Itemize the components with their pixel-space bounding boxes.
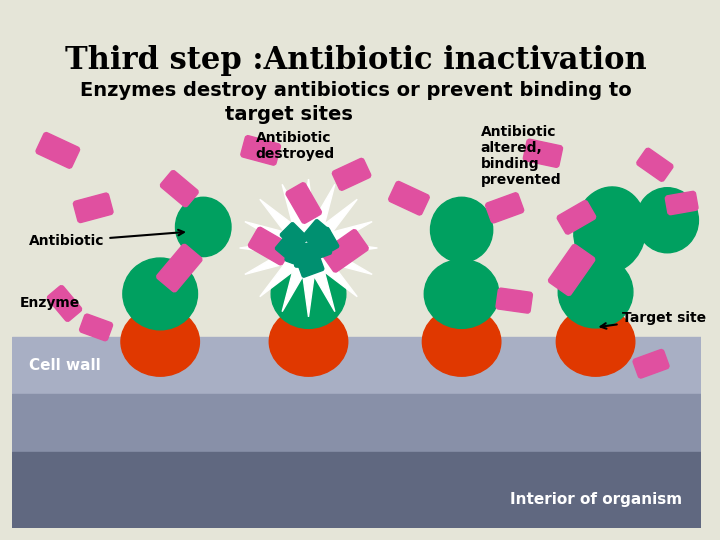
FancyBboxPatch shape [248, 227, 292, 265]
Ellipse shape [424, 260, 499, 328]
FancyBboxPatch shape [294, 244, 312, 267]
Ellipse shape [176, 197, 231, 256]
Ellipse shape [271, 260, 346, 328]
FancyBboxPatch shape [496, 288, 532, 313]
Ellipse shape [558, 256, 633, 328]
FancyBboxPatch shape [297, 253, 324, 277]
Text: Enzyme: Enzyme [19, 296, 80, 310]
Text: Enzymes destroy antibiotics or prevent binding to: Enzymes destroy antibiotics or prevent b… [81, 80, 632, 99]
FancyBboxPatch shape [157, 244, 202, 292]
Ellipse shape [269, 307, 348, 376]
Ellipse shape [557, 307, 635, 376]
FancyBboxPatch shape [321, 230, 368, 272]
FancyBboxPatch shape [36, 132, 80, 168]
FancyBboxPatch shape [312, 227, 338, 255]
FancyBboxPatch shape [665, 191, 698, 215]
FancyBboxPatch shape [48, 286, 81, 321]
Text: Interior of organism: Interior of organism [510, 492, 682, 507]
FancyBboxPatch shape [161, 171, 198, 207]
FancyBboxPatch shape [280, 222, 308, 251]
Bar [12, 394, 701, 452]
FancyBboxPatch shape [302, 220, 330, 248]
FancyBboxPatch shape [389, 181, 429, 215]
Text: Third step :Antibiotic inactivation: Third step :Antibiotic inactivation [66, 45, 647, 76]
Ellipse shape [574, 187, 646, 273]
Text: Cell wall: Cell wall [29, 358, 101, 373]
FancyBboxPatch shape [285, 239, 309, 266]
FancyBboxPatch shape [286, 183, 321, 224]
Text: Antibiotic
destroyed: Antibiotic destroyed [256, 131, 335, 161]
Bar [12, 452, 701, 528]
FancyBboxPatch shape [305, 237, 331, 261]
Ellipse shape [636, 188, 698, 253]
Ellipse shape [121, 307, 199, 376]
Text: Antibiotic: Antibiotic [29, 230, 184, 248]
Ellipse shape [423, 307, 501, 376]
Text: Target site: Target site [600, 311, 706, 329]
Polygon shape [240, 179, 377, 317]
FancyBboxPatch shape [73, 193, 113, 222]
FancyBboxPatch shape [240, 136, 281, 165]
FancyBboxPatch shape [549, 245, 595, 295]
FancyBboxPatch shape [485, 193, 523, 223]
FancyBboxPatch shape [275, 235, 303, 262]
Ellipse shape [431, 197, 492, 262]
Ellipse shape [123, 258, 197, 330]
FancyBboxPatch shape [636, 148, 673, 181]
FancyBboxPatch shape [633, 349, 669, 378]
Text: target sites: target sites [225, 105, 354, 124]
Bar [12, 337, 701, 394]
FancyBboxPatch shape [333, 158, 371, 190]
FancyBboxPatch shape [557, 200, 595, 234]
FancyBboxPatch shape [523, 139, 562, 167]
Text: Antibiotic
altered,
binding
prevented: Antibiotic altered, binding prevented [481, 125, 562, 187]
FancyBboxPatch shape [80, 314, 112, 341]
